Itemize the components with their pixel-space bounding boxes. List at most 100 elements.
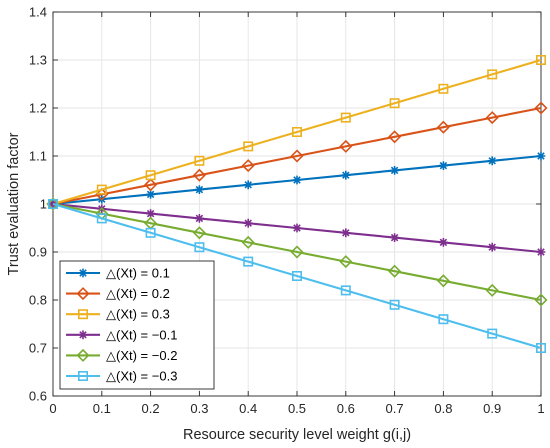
data-point [339,139,353,153]
data-point [96,213,107,224]
data-point [291,127,302,138]
data-point [439,161,448,170]
legend-label: △(Xt) = −0.2 [106,348,177,363]
data-point [390,233,399,242]
data-point [390,166,399,175]
y-tick-label: 1.4 [29,5,47,20]
legend-label: △(Xt) = 0.1 [106,266,170,281]
data-point [436,274,450,288]
axis-ticks: 0 0.1 0.2 0.3 0.4 0.5 0.6 0.7 0.8 0.9 1 0.6 0.7 0.8 0.… [29,5,545,417]
x-tick-label: 0.9 [483,401,501,416]
data-point [535,54,546,65]
data-point [290,149,304,163]
x-tick-label: 0 [49,401,56,416]
legend-item: △(Xt) = 0.1 [66,266,170,281]
legend-item: △(Xt) = −0.2 [66,348,177,363]
data-point [388,130,402,144]
y-tick-label: 0.8 [29,293,47,308]
x-tick-label: 0.3 [190,401,208,416]
data-point [487,242,497,252]
x-tick-label: 0.1 [93,401,111,416]
data-point [241,235,255,249]
data-point [195,185,204,194]
x-tick-label: 0.8 [434,401,452,416]
data-point [485,111,499,125]
data-point [144,178,158,192]
data-point [438,83,449,94]
series-line [52,202,542,302]
data-point [241,159,255,173]
data-point [146,190,155,199]
legend-label: △(Xt) = −0.1 [106,327,177,342]
data-point [536,247,546,257]
data-point [194,155,205,166]
data-point [291,270,302,281]
data-point [243,141,254,152]
data-series [46,54,548,353]
data-point [146,209,155,218]
legend-item: △(Xt) = −0.3 [66,369,177,384]
data-point [243,218,253,228]
legend-label: △(Xt) = 0.3 [106,307,170,322]
x-tick-label: 0.2 [142,401,160,416]
x-axis-title: Resource security level weight g(i,j) [183,427,411,443]
legend-marker [76,287,90,301]
legend-marker [78,330,88,340]
data-point [389,98,400,109]
data-point [243,256,254,267]
legend-item: △(Xt) = 0.3 [66,307,170,322]
data-point [339,255,353,269]
data-point [195,214,204,223]
x-tick-label: 0.7 [386,401,404,416]
legend-marker [78,268,88,278]
data-point [487,328,498,339]
legend-item: △(Xt) = −0.1 [66,327,177,342]
data-point [536,151,546,161]
x-tick-label: 0.6 [337,401,355,416]
y-tick-label: 1.3 [29,53,47,68]
data-point [487,69,498,80]
data-point [487,156,497,166]
data-point [292,175,302,185]
x-tick-label: 0.4 [239,401,257,416]
series-line [52,58,542,206]
data-point [340,112,351,123]
data-point [290,245,304,259]
data-point [96,184,107,195]
data-point [341,228,351,238]
data-point [439,238,448,247]
data-point [340,285,351,296]
series-line [52,202,542,350]
data-point [192,168,206,182]
data-point [145,227,156,238]
x-tick-label: 0.5 [288,401,306,416]
data-point [389,299,400,310]
legend-label: △(Xt) = −0.3 [106,369,177,384]
data-point [243,180,253,190]
data-point [145,170,156,181]
legend-marker [78,370,89,381]
data-point [534,293,548,307]
data-point [194,242,205,253]
series-group [47,199,546,353]
legend: △(Xt) = 0.1 △(Xt) = 0.2 △(Xt) = 0.3 △(Xt) =… [59,260,215,390]
y-axis-title: Trust evaluation factor [6,132,22,275]
data-point [341,170,351,180]
legend-marker [78,309,89,320]
legend-box [59,260,215,390]
y-tick-label: 0.9 [29,245,47,260]
data-point [485,283,499,297]
y-tick-label: 1.2 [29,101,47,116]
y-tick-label: 0.6 [29,389,47,404]
data-point [438,314,449,325]
legend-label: △(Xt) = 0.2 [106,286,170,301]
x-tick-label: 1 [537,401,544,416]
y-tick-label: 1 [40,197,47,212]
y-tick-label: 0.7 [29,341,47,356]
data-point [534,101,548,115]
data-point [47,199,58,210]
data-point [388,264,402,278]
legend-marker [76,348,90,362]
